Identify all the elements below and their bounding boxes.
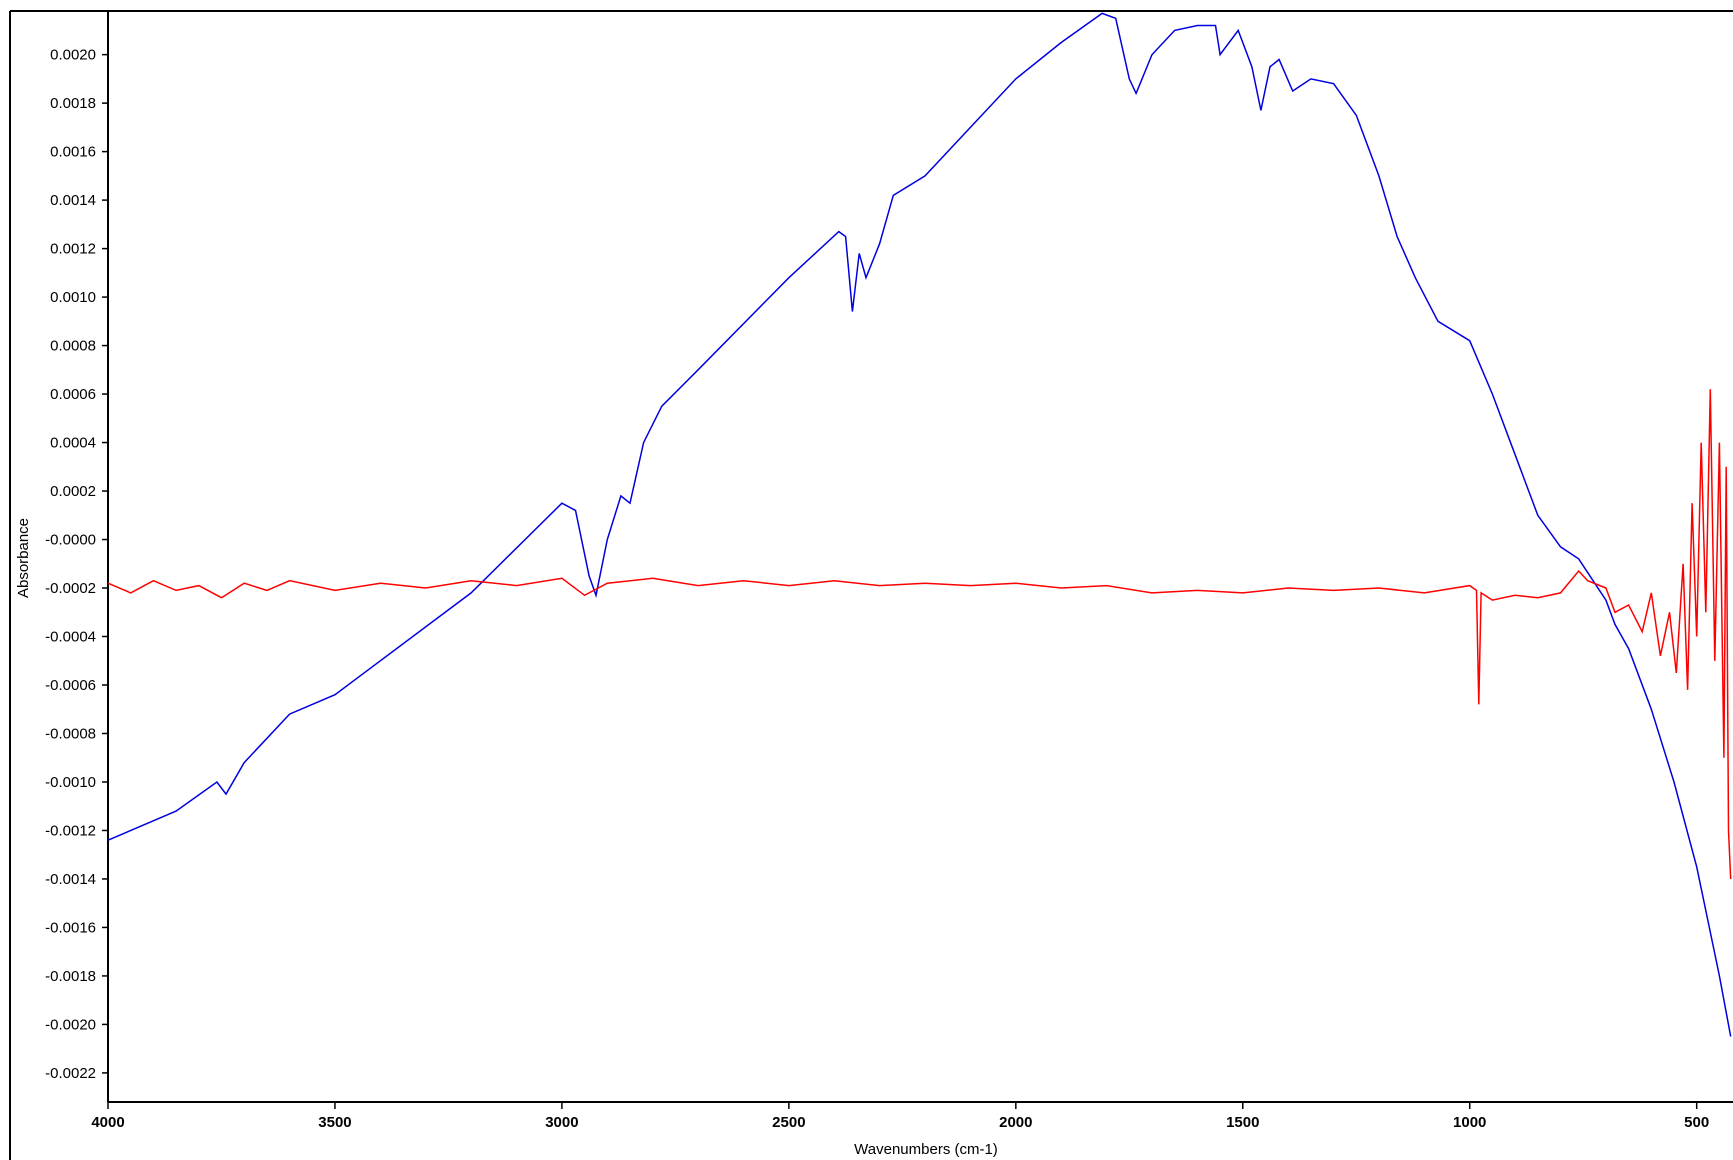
x-tick-label: 2500	[772, 1114, 805, 1131]
y-tick-label: 0.0008	[50, 338, 96, 355]
y-axis-label: Absorbance	[15, 518, 32, 598]
x-axis-label: Wavenumbers (cm-1)	[854, 1141, 998, 1158]
y-tick-label: 0.0018	[50, 95, 96, 112]
y-tick-label: 0.0020	[50, 47, 96, 64]
y-tick-label: -0.0006	[45, 677, 96, 694]
y-tick-label: -0.0014	[45, 871, 96, 888]
y-tick-label: 0.0006	[50, 386, 96, 403]
x-tick-label: 4000	[91, 1114, 124, 1131]
y-tick-label: -0.0010	[45, 774, 96, 791]
y-tick-label: -0.0004	[45, 629, 96, 646]
y-tick-label: -0.0022	[45, 1065, 96, 1082]
y-tick-label: -0.0002	[45, 580, 96, 597]
x-tick-label: 1000	[1453, 1114, 1486, 1131]
y-tick-label: 0.0010	[50, 289, 96, 306]
y-tick-label: -0.0020	[45, 1016, 96, 1033]
y-tick-label: -0.0018	[45, 968, 96, 985]
spectrum-line	[107, 12, 1732, 1037]
x-tick-label: 3000	[545, 1114, 578, 1131]
x-tick-label: 1500	[1226, 1114, 1259, 1131]
spectrum-line	[107, 389, 1732, 880]
y-tick-label: -0.0008	[45, 725, 96, 742]
x-tick-label: 500	[1684, 1114, 1709, 1131]
x-tick-label: 2000	[999, 1114, 1032, 1131]
y-tick-label: -0.0000	[45, 532, 96, 549]
y-tick-label: 0.0016	[50, 144, 96, 161]
y-tick-label: 0.0012	[50, 241, 96, 258]
y-tick-label: -0.0016	[45, 919, 96, 936]
x-tick-label: 3500	[318, 1114, 351, 1131]
y-tick-label: -0.0012	[45, 822, 96, 839]
y-tick-label: 0.0004	[50, 435, 96, 452]
y-tick-label: 0.0002	[50, 483, 96, 500]
y-tick-label: 0.0014	[50, 192, 96, 209]
